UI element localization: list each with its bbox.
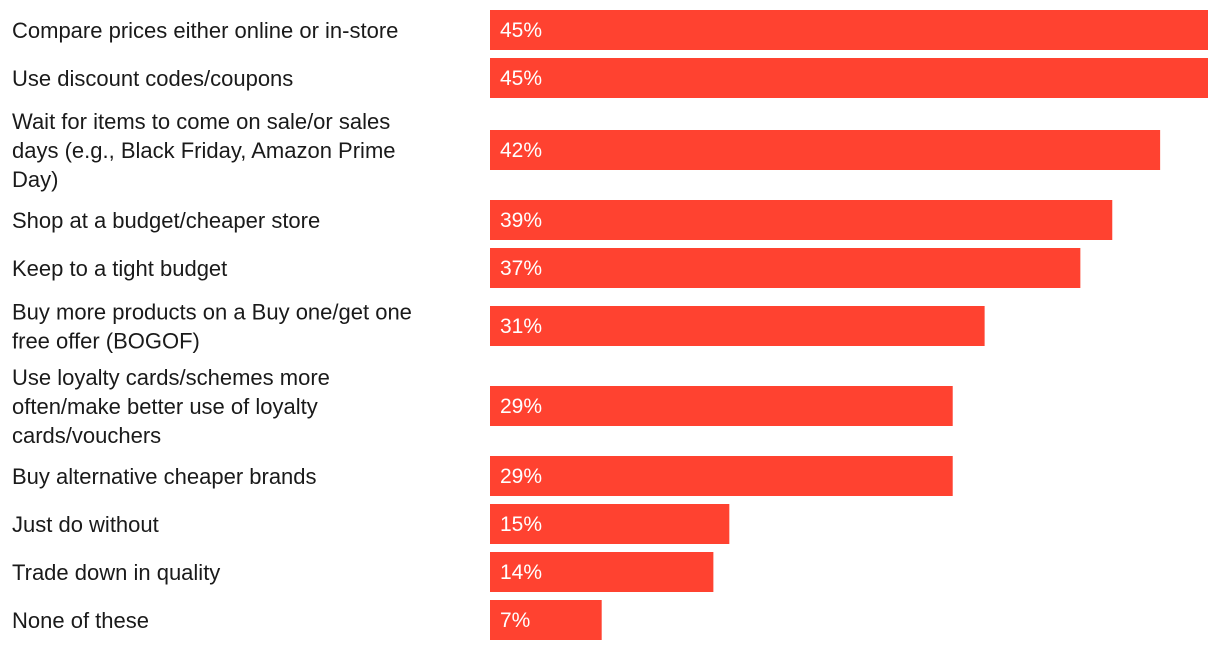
bar	[490, 306, 985, 346]
bar	[490, 456, 953, 496]
bar	[490, 10, 1208, 50]
bar	[490, 248, 1081, 288]
data-label: 15%	[500, 513, 542, 536]
bar	[490, 552, 714, 592]
data-label: 14%	[500, 561, 542, 584]
category-label: Shop at a budget/cheaper store	[12, 208, 320, 233]
data-label: 29%	[500, 395, 542, 418]
data-label: 37%	[500, 257, 542, 280]
data-label: 39%	[500, 209, 542, 232]
category-label: None of these	[12, 608, 149, 633]
bar	[490, 58, 1208, 98]
bar	[490, 504, 730, 544]
bar	[490, 200, 1113, 240]
data-label: 45%	[500, 67, 542, 90]
bar	[490, 386, 953, 426]
data-label: 45%	[500, 19, 542, 42]
category-label: Wait for items to come on sale/or sales d…	[12, 109, 396, 192]
data-label: 29%	[500, 465, 542, 488]
category-label: Just do without	[12, 512, 159, 537]
category-label: Use discount codes/coupons	[12, 66, 293, 91]
bar	[490, 130, 1161, 170]
data-label: 7%	[500, 609, 530, 632]
category-label: Buy more products on a Buy one/get one fr…	[12, 300, 412, 354]
category-label: Trade down in quality	[12, 560, 220, 585]
category-label: Keep to a tight budget	[12, 256, 227, 281]
data-label: 42%	[500, 139, 542, 162]
category-label: Compare prices either online or in-store	[12, 18, 398, 43]
category-label: Use loyalty cards/schemes more often/make…	[12, 365, 330, 448]
bar	[490, 600, 602, 640]
data-label: 31%	[500, 315, 542, 338]
category-label: Buy alternative cheaper brands	[12, 464, 317, 489]
